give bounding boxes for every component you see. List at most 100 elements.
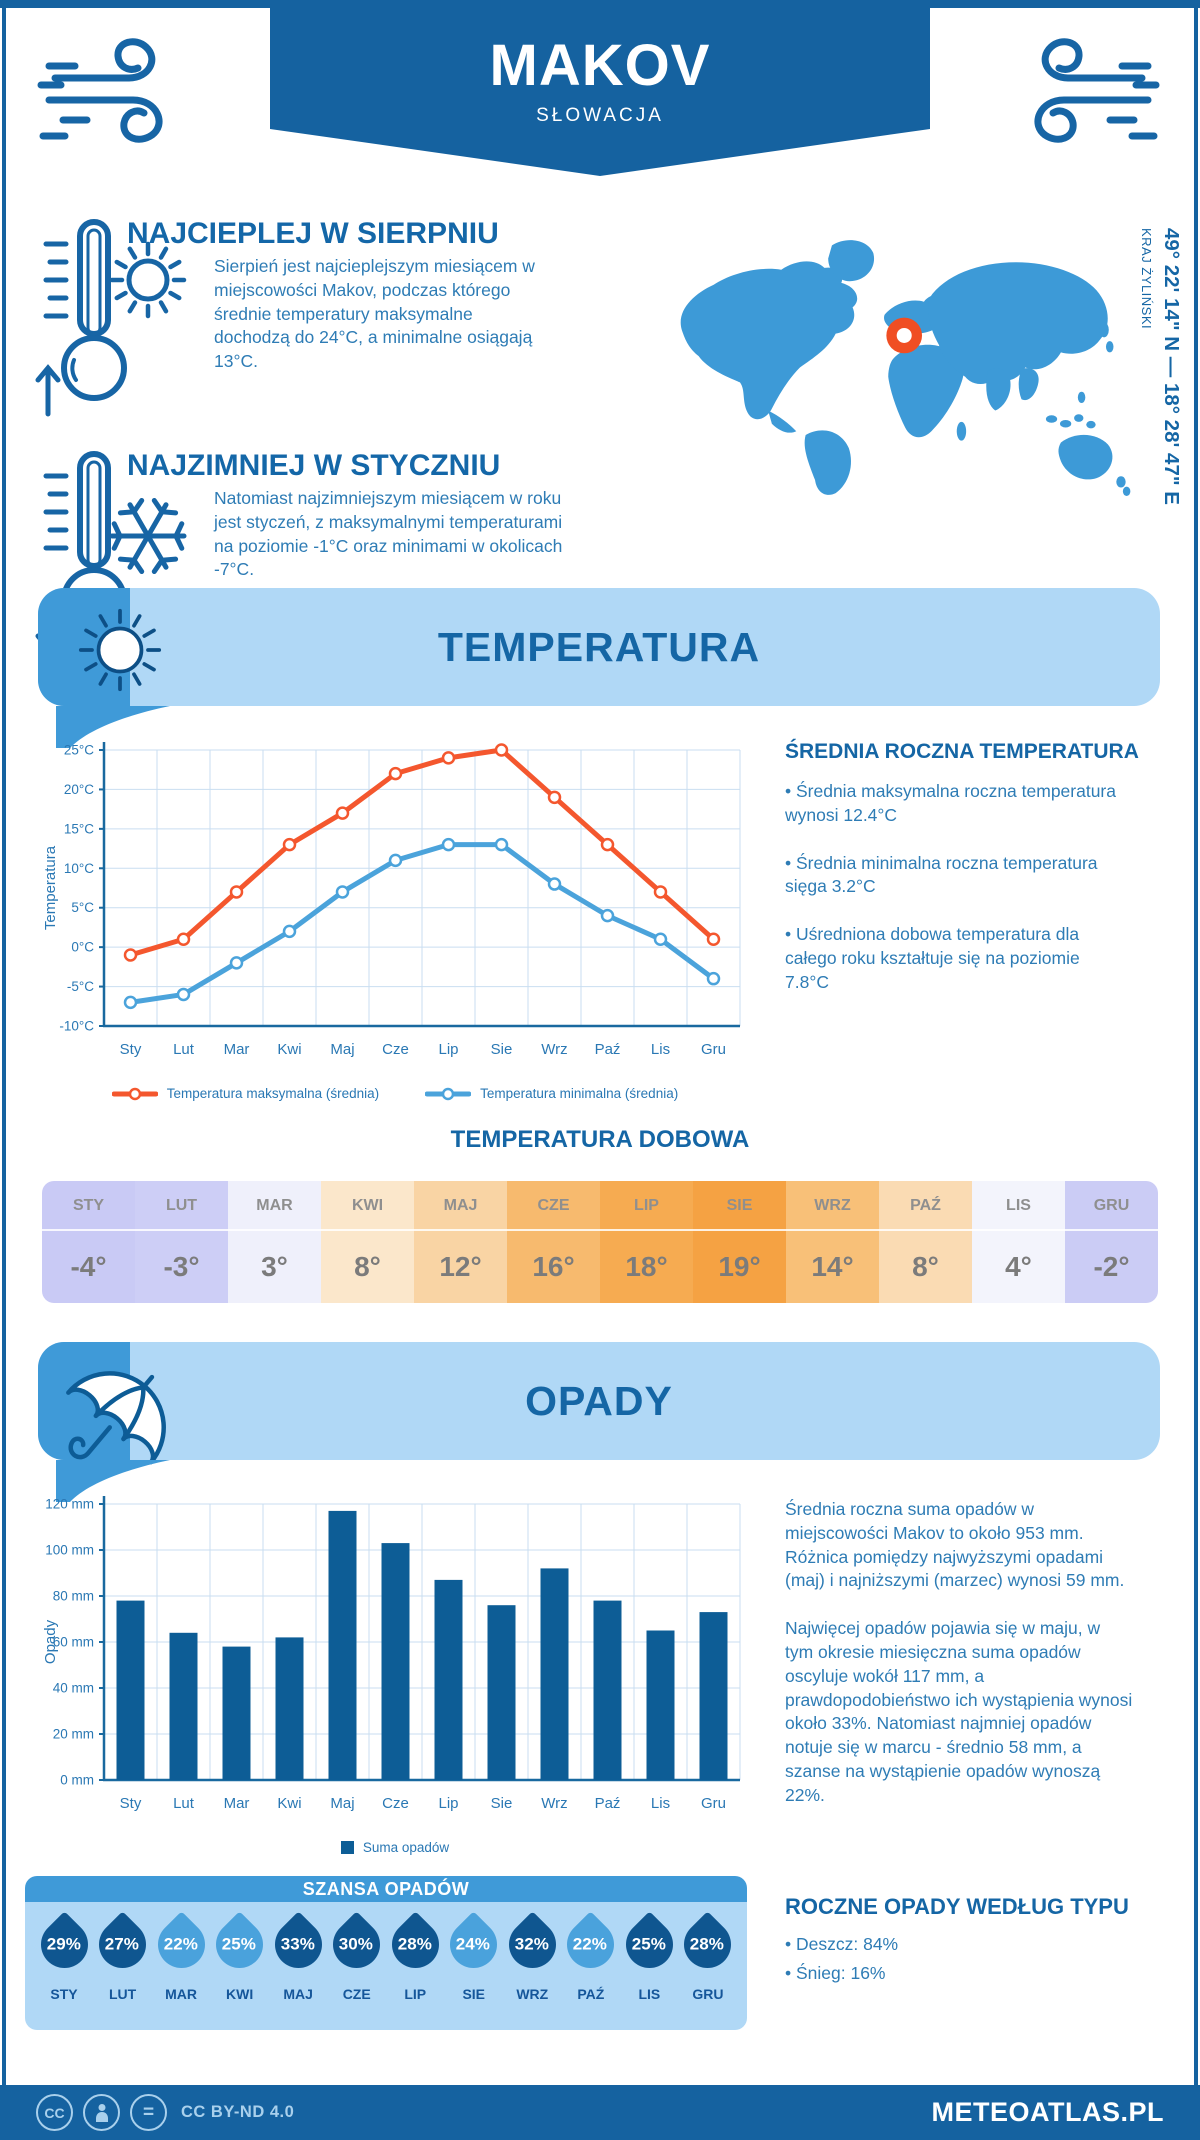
legend-item: Suma opadów [340,1840,449,1855]
daily-col-STY: STY -4° [42,1181,135,1303]
chance-month-label: GRU [692,1986,724,2002]
chance-value: 29% [47,1934,82,1953]
chance-cell-MAR: 22% MAR [147,1908,215,2030]
precipitation-legend: Suma opadów [40,1840,750,1855]
y-tick-label: -5°C [67,979,94,994]
point-Cze [388,766,403,781]
daily-temp-value: 8° [354,1251,381,1282]
daily-temp-value: 18° [625,1251,668,1282]
banner-swoosh [56,1460,170,1502]
warm-month-heading: NAJCIEPLEJ W SIERPNIU [127,217,499,250]
chance-month-label: LIS [638,1986,661,2002]
temperature-line-chart-svg: -10°C -5°C 0°C 5°C 10°C 15°C 20°C 25°C Sty Lut Mar… [42,742,741,1058]
chance-value: 25% [632,1934,667,1953]
point-Gru [706,971,721,986]
left-border [2,8,6,2085]
x-tick-label: Gru [701,1795,726,1812]
y-axis-title: Temperatura [42,845,59,930]
chance-value: 22% [573,1934,608,1953]
chance-value: 28% [690,1934,725,1953]
precipitation-text: Średnia roczna suma opadów w miejscowośc… [785,1498,1133,1832]
drop-icon: 22% [557,1908,625,1980]
raindrop-icon: 28% [381,1910,449,1978]
legend-square-swatch [340,1841,354,1854]
y-tick-label: 25°C [64,743,94,758]
chance-cell-LUT: 27% LUT [89,1908,156,2030]
site-name: METEOATLAS.PL [931,2097,1164,2127]
daily-col-LIS: LIS 4° [972,1181,1065,1303]
bar-Sie [487,1605,516,1780]
daily-col-CZE: CZE 16° [507,1181,600,1303]
y-axis-title: Opady [42,1619,59,1664]
daily-col-MAJ: MAJ 12° [414,1181,507,1303]
chance-cell-SIE: 24% SIE [440,1908,507,2030]
daily-temperature-table: STY -4° LUT -3° MAR 3° KWI 8° MAJ 12° CZE 16° LIP 18°… [42,1181,1158,1303]
y-tick-label: 20 mm [53,1727,94,1742]
x-tick-label: Cze [382,1041,409,1058]
point-Wrz [547,877,562,891]
sun-icon [109,241,187,319]
x-tick-label: Kwi [277,1795,301,1812]
x-tick-label: Sty [120,1795,142,1812]
y-tick-label: 5°C [71,900,94,915]
x-tick-label: Lut [173,1795,195,1812]
snowflake-icon [109,498,187,574]
x-tick-label: Lut [173,1041,195,1058]
point-Gru [706,932,721,947]
x-tick-label: Lis [651,1041,670,1058]
daily-month-label: LIS [972,1181,1065,1231]
daily-temperature-title: TEMPERATURA DOBOWA [450,1126,750,1153]
daily-temp-value: 16° [532,1251,575,1282]
chance-cell-PAŹ: 22% PAŹ [557,1908,625,2030]
point-Cze [388,853,403,868]
page-title: MAKOV [489,33,711,98]
x-tick-label: Lip [438,1041,458,1058]
y-tick-label: 10°C [64,861,94,876]
chance-cell-LIS: 25% LIS [616,1908,683,2030]
x-tick-label: Wrz [541,1795,567,1812]
daily-temp-value: 19° [718,1251,761,1282]
point-Mar [229,956,244,970]
bullet-rain: • Deszcz: 84% [785,1934,899,1954]
point-Maj [335,806,350,820]
precipitation-banner: OPADY [38,1342,1160,1460]
chance-cell-CZE: 30% CZE [323,1908,390,2030]
person-icon [83,2094,120,2131]
point-Paź [600,908,615,923]
daily-col-LIP: LIP 18° [600,1181,693,1303]
cc-icon: CC [36,2094,73,2131]
y-tick-label: 40 mm [53,1681,94,1696]
y-tick-label: 60 mm [53,1635,94,1650]
temperature-legend: Temperatura maksymalna (średnia) Temperat… [40,1086,750,1101]
legend-line-swatch [425,1087,472,1100]
drop-icon: 25% [616,1908,683,1980]
daily-month-label: CZE [507,1181,600,1231]
x-tick-label: Paź [595,1795,621,1812]
chance-cell-WRZ: 32% WRZ [499,1908,566,2030]
bullet-min: • Średnia minimalna roczna temperatura s… [785,852,1098,897]
drop-icon: 29% [30,1908,98,1980]
point-Lis [653,885,668,899]
daily-temp-value: 12° [439,1251,482,1282]
drop-icon: 30% [323,1908,390,1980]
cold-month-text: Natomiast najzimniejszym miesiącem w rok… [214,488,563,580]
point-Kwi [282,837,297,852]
daily-col-GRU: GRU -2° [1065,1181,1158,1303]
point-Lis [653,932,668,947]
drop-icon: 33% [264,1908,332,1980]
x-tick-label: Cze [382,1795,409,1812]
raindrop-icon: 22% [147,1910,215,1978]
daily-temp-value: -2° [1093,1251,1130,1282]
equals-icon: = [130,2094,167,2131]
daily-month-label: MAR [228,1181,321,1231]
daily-temp-value: -3° [163,1251,200,1282]
x-tick-label: Maj [330,1795,354,1812]
raindrop-icon: 32% [499,1910,566,1978]
temperature-chart: -10°C -5°C 0°C 5°C 10°C 15°C 20°C 25°C Sty Lut Mar… [40,736,750,1093]
raindrop-icon: 25% [206,1910,273,1978]
chance-month-label: STY [50,1986,78,2002]
bar-Kwi [275,1637,304,1780]
x-tick-label: Kwi [277,1041,301,1058]
annual-temperature-heading: ŚREDNIA ROCZNA TEMPERATURA [785,740,1139,763]
point-Maj [335,885,350,899]
